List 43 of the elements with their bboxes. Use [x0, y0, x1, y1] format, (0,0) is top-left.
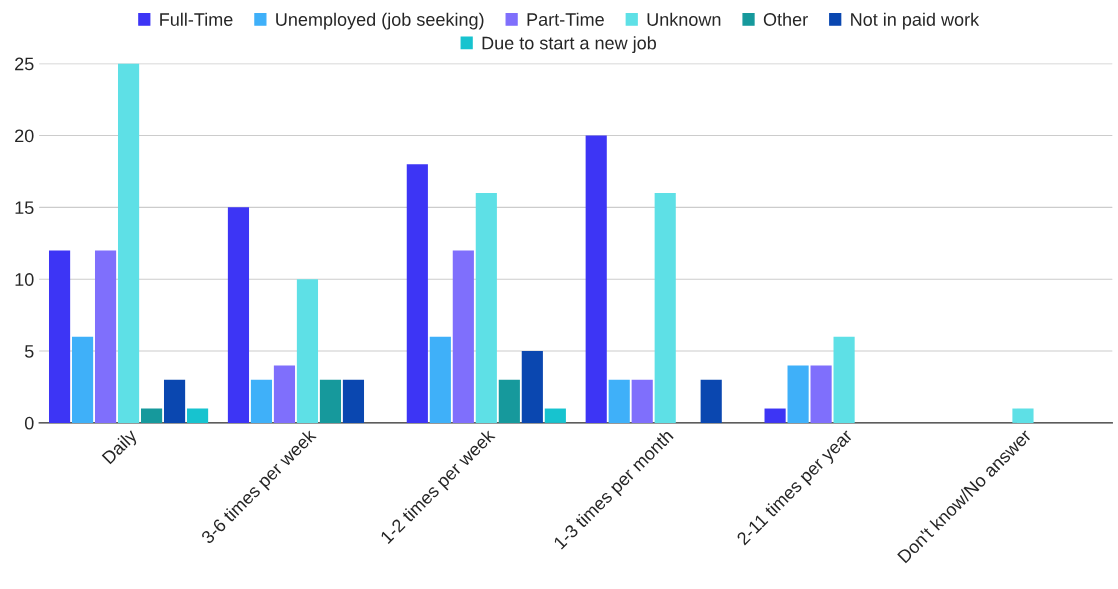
bar: [48, 250, 71, 423]
legend-label: Part-Time: [527, 12, 604, 26]
bar: [1012, 408, 1034, 423]
bar: [700, 379, 722, 423]
bar: [585, 135, 607, 423]
legend-label: Not in paid work: [851, 12, 980, 30]
bar: [186, 408, 209, 423]
bar: [163, 379, 186, 423]
bar: [406, 164, 428, 423]
bar: [810, 365, 832, 423]
bar: [319, 379, 342, 423]
bar: [296, 279, 319, 423]
legend-label: Other: [763, 12, 808, 26]
y-tick-label: 15: [15, 201, 34, 215]
legend-label: Unknown: [647, 12, 721, 26]
bar: [71, 336, 94, 423]
bar: [452, 250, 474, 423]
bar: [608, 379, 630, 423]
y-tick-label: 10: [15, 273, 34, 286]
y-tick-label: 5: [24, 345, 34, 358]
bar: [250, 379, 273, 423]
legend-label: Due to start a new job: [482, 36, 656, 54]
bar: [521, 351, 543, 423]
bar: [227, 207, 250, 423]
bar: [787, 365, 809, 423]
bar: [342, 379, 365, 423]
bar: [429, 336, 451, 423]
bar: [631, 379, 653, 423]
bar: [140, 408, 163, 423]
legend-label: Unemployed (job seeking): [276, 12, 484, 30]
bar: [654, 192, 676, 423]
bar: [117, 63, 140, 423]
bar: [94, 250, 117, 423]
y-tick-label: 20: [15, 129, 34, 143]
bar: [475, 192, 497, 423]
bar: [544, 408, 566, 423]
bar: [273, 365, 296, 423]
bar: [833, 336, 855, 423]
bar: [498, 379, 520, 423]
bar: [764, 408, 786, 423]
y-tick-label: 0: [24, 416, 34, 430]
legend-label: Full-Time: [160, 12, 233, 26]
y-tick-label: 25: [15, 57, 34, 71]
